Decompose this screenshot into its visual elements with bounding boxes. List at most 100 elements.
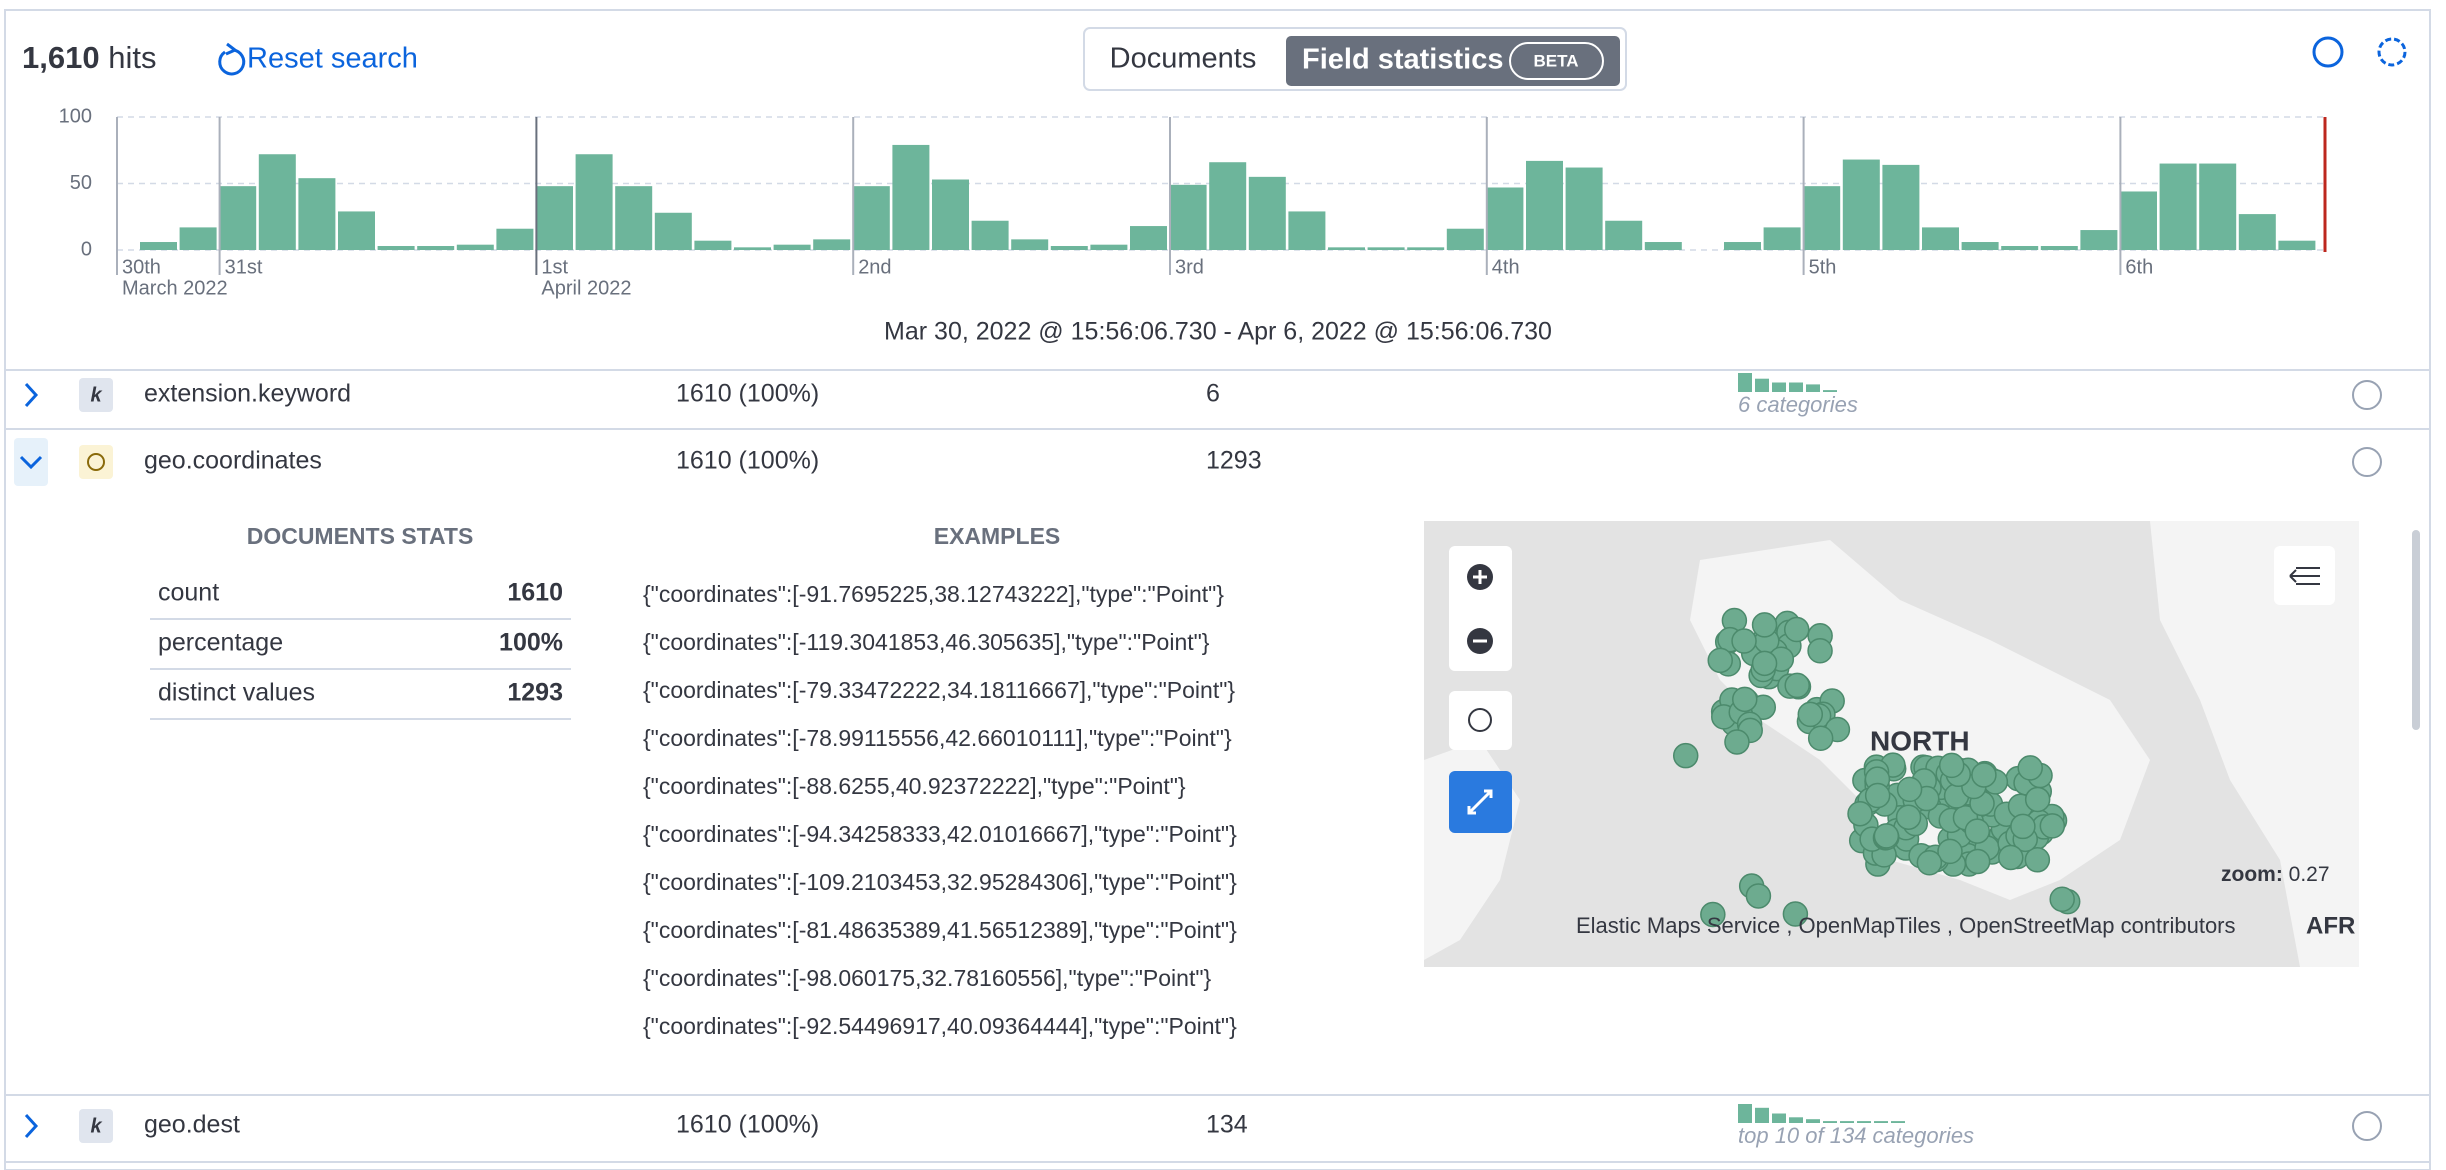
example: {"coordinates":[-78.99115556,42.66010111…: [643, 725, 1232, 751]
stat-value: 100%: [499, 629, 563, 657]
map-point: [1896, 776, 1923, 803]
map-point: [1724, 729, 1750, 755]
histogram-bar: [219, 186, 257, 250]
tab-documents[interactable]: Documents: [1110, 43, 1257, 75]
map-point: [1998, 844, 2024, 871]
histogram-bar: [654, 212, 692, 250]
row-action[interactable]: [2352, 380, 2382, 410]
x-tick-label: 4th: [1492, 256, 1520, 278]
map-point: [1964, 848, 1991, 875]
map-point: [1731, 628, 1757, 654]
attribution[interactable]: , OpenMapTiles: [1786, 913, 1940, 938]
svg-text:zoom: 0.27: zoom: 0.27: [2221, 863, 2330, 886]
tab-field-statistics[interactable]: Field statistics: [1302, 44, 1503, 76]
zoom-value: 0.27: [2289, 863, 2330, 886]
locate-button[interactable]: [1449, 691, 1512, 750]
documents-count: 1610 (100%): [676, 447, 819, 475]
map-point: [1873, 823, 1900, 849]
histogram-bar: [575, 154, 613, 250]
geo-icon: [87, 453, 105, 471]
map-point: [1971, 762, 1997, 788]
attribution[interactable]: Elastic Maps Service: [1576, 913, 1780, 938]
map-point: [1707, 647, 1733, 674]
example: {"coordinates":[-88.6255,40.92372222],"t…: [643, 773, 1186, 799]
map-point: [1964, 818, 1991, 844]
histogram-bar: [1644, 242, 1682, 250]
distribution-bar: [1857, 1121, 1871, 1123]
map-point: [1807, 637, 1833, 664]
y-tick-label: 50: [70, 172, 92, 194]
histogram-bar: [377, 246, 415, 250]
distinct-values: 6: [1206, 380, 1220, 408]
expand-toggle[interactable]: [24, 382, 39, 408]
distribution-bar: [1738, 373, 1752, 392]
map-point: [1672, 742, 1699, 769]
example: {"coordinates":[-94.34258333,42.01016667…: [643, 821, 1237, 847]
type-label: k: [90, 384, 102, 406]
histogram-bar: [1288, 211, 1326, 250]
histogram-bar: [932, 179, 969, 250]
settings-icon[interactable]: [2377, 37, 2407, 67]
documents-count: 1610 (100%): [676, 380, 819, 408]
map-point: [1864, 782, 1891, 809]
map-point: [2010, 813, 2036, 840]
land: [2150, 521, 2359, 967]
row-action[interactable]: [2352, 447, 2382, 477]
stat-label: count: [158, 579, 219, 607]
histogram-bar: [496, 228, 534, 250]
map-point: [1700, 901, 1726, 928]
hits: 1,610 hits: [22, 40, 156, 75]
histogram-bar: [1922, 227, 1959, 250]
histogram-bar: [1486, 187, 1524, 250]
reset-link[interactable]: Reset search: [247, 43, 418, 75]
map-points: [1672, 607, 2081, 928]
map-edge-label: AFR: [2306, 912, 2355, 939]
distribution-bar: [1772, 1113, 1786, 1123]
distribution-bar: [1755, 378, 1769, 392]
map-point: [1895, 804, 1922, 830]
distribution-bar: [1840, 1121, 1854, 1123]
map-point: [1731, 686, 1758, 713]
histogram-bar: [1724, 242, 1761, 250]
histogram-bar: [2120, 191, 2157, 250]
attribution[interactable]: , OpenStreetMap contributors: [1947, 913, 2236, 938]
histogram-bar: [338, 211, 375, 250]
distribution-bar: [1874, 1121, 1888, 1123]
histogram-bar: [773, 244, 811, 250]
histogram-bar: [1090, 244, 1128, 250]
distribution-bar: [1806, 384, 1820, 392]
inspect-icon[interactable]: [2312, 36, 2344, 68]
histogram-bar: [1169, 184, 1207, 250]
expand-toggle[interactable]: [24, 1113, 39, 1139]
reset-button[interactable]: Reset search: [218, 43, 418, 76]
histogram-bar: [1565, 167, 1603, 250]
example: {"coordinates":[-109.2103453,32.95284306…: [643, 869, 1237, 895]
field-name: extension.keyword: [144, 380, 351, 408]
map-point: [1807, 725, 1834, 752]
map-point: [1783, 616, 1810, 643]
map-point: [1782, 901, 1809, 927]
hits-count: 1,610: [22, 40, 100, 75]
stat-value: 1610: [507, 579, 563, 607]
svg-text:Elastic Maps Service , OpenM: Elastic Maps Service , OpenMapTiles , Op…: [1576, 913, 2236, 938]
y-tick-label: 100: [59, 105, 92, 127]
histogram-bar: [456, 244, 494, 250]
histogram-bar: [2001, 246, 2039, 250]
distribution-bar: [1891, 1121, 1905, 1123]
histogram-bar: [2238, 214, 2276, 250]
histogram-bar: [536, 186, 573, 250]
histogram-bar: [179, 227, 217, 250]
example: {"coordinates":[-98.060175,32.78160556],…: [643, 965, 1212, 991]
distribution-bar: [1823, 1121, 1837, 1123]
example: {"coordinates":[-79.33472222,34.18116667…: [643, 677, 1235, 703]
expand-bg: [14, 438, 48, 486]
x-tick-label: 31st: [225, 256, 263, 278]
expand-toggle[interactable]: [19, 455, 43, 470]
type-icon: [79, 1109, 113, 1143]
map: NORTH zoom: 0.27 Elastic Maps Service , …: [1424, 521, 2359, 967]
histogram-bar: [852, 186, 890, 250]
histogram-bar: [971, 220, 1009, 250]
row-action[interactable]: [2352, 1111, 2382, 1141]
histogram-bar: [2159, 163, 2197, 250]
